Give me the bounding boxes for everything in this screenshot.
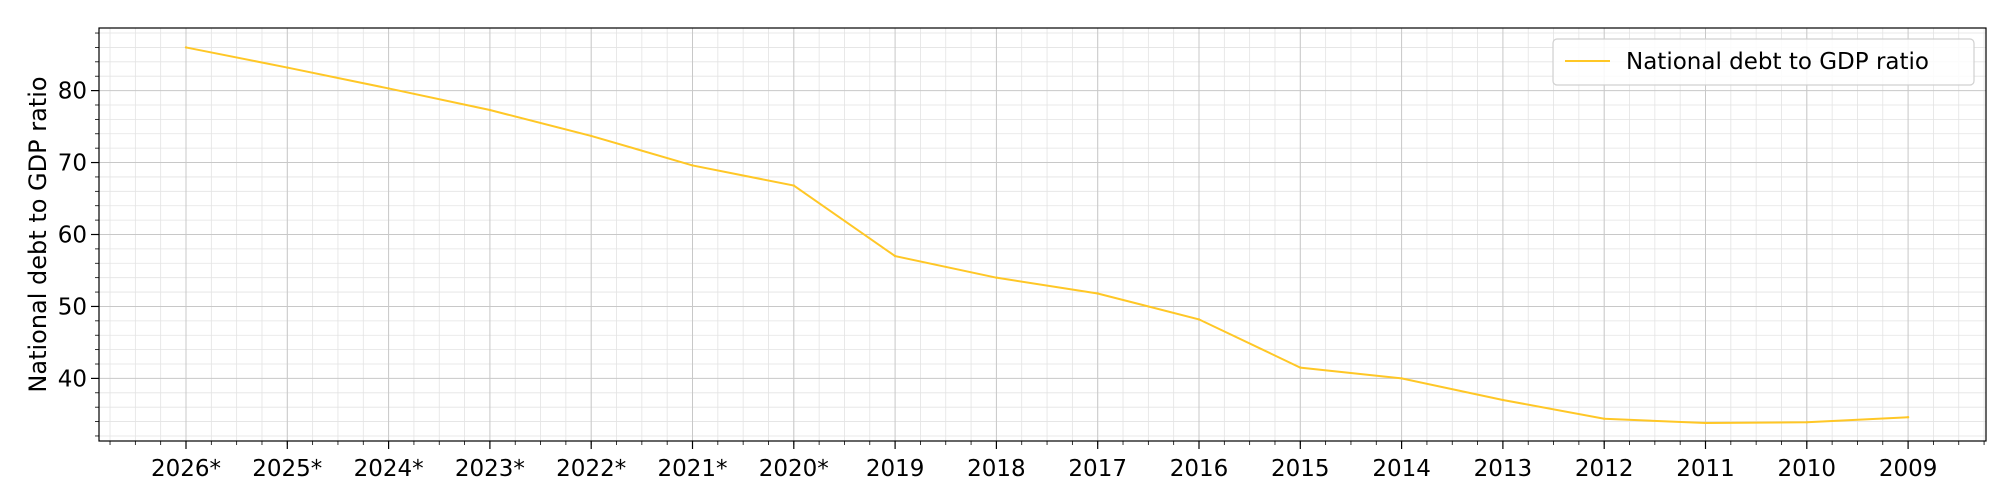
x-tick-label: 2023* <box>455 456 525 482</box>
x-tick-label: 2020* <box>759 456 829 482</box>
y-tick-label: 60 <box>58 223 87 249</box>
x-tick-label: 2021* <box>657 456 727 482</box>
data-point <box>590 134 593 138</box>
data-point <box>1704 421 1707 425</box>
data-point <box>1299 366 1302 369</box>
y-tick-label: 70 <box>58 151 87 177</box>
data-point <box>488 108 492 112</box>
series-layer <box>184 46 1910 425</box>
data-point <box>691 164 694 167</box>
x-tick-label: 2012 <box>1575 456 1634 482</box>
data-point <box>792 184 795 187</box>
x-tick-label: 2016 <box>1170 456 1229 482</box>
x-tick-label: 2019 <box>866 456 925 482</box>
legend: National debt to GDP ratio <box>1552 38 1975 86</box>
x-tick-label: 2013 <box>1474 456 1533 482</box>
data-point <box>1805 421 1809 424</box>
legend-box <box>1552 38 1975 86</box>
x-tick-label: 2024* <box>354 456 424 482</box>
data-point <box>1906 416 1910 419</box>
x-tick-label: 2017 <box>1068 456 1127 482</box>
x-tick-label: 2022* <box>556 456 626 482</box>
y-tick-label: 50 <box>58 294 87 320</box>
data-point <box>1603 417 1606 420</box>
data-point <box>893 254 897 258</box>
x-axis-tick-labels: 2026* 2025* 2024* 2023* 2022* 2021* 2020* 2019 2… <box>151 456 1937 482</box>
data-point <box>1197 318 1201 321</box>
major-grid <box>99 28 1986 441</box>
series-line <box>185 46 1909 425</box>
y-axis-tick-labels: 40 50 60 70 80 <box>58 79 87 393</box>
x-tick-label: 2010 <box>1778 456 1837 482</box>
y-axis-title: National debt to GDP ratio <box>24 76 52 392</box>
data-point <box>387 87 390 90</box>
x-tick-label: 2018 <box>967 456 1026 482</box>
x-tick-label: 2015 <box>1271 456 1330 482</box>
x-tick-label: 2009 <box>1879 456 1938 482</box>
legend-label: National debt to GDP ratio <box>1626 49 1929 75</box>
y-tick-label: 80 <box>58 79 87 105</box>
data-point <box>1400 377 1403 380</box>
data-point <box>1096 292 1099 295</box>
data-point <box>1501 398 1505 402</box>
x-tick-label: 2011 <box>1676 456 1735 482</box>
data-point <box>286 66 289 69</box>
x-tick-label: 2014 <box>1372 456 1431 482</box>
data-point <box>995 276 998 279</box>
x-tick-label: 2026* <box>151 456 221 482</box>
x-tick-label: 2025* <box>252 456 322 482</box>
data-point <box>184 46 188 49</box>
axis-ticks <box>91 32 1985 449</box>
y-tick-label: 40 <box>58 366 87 392</box>
